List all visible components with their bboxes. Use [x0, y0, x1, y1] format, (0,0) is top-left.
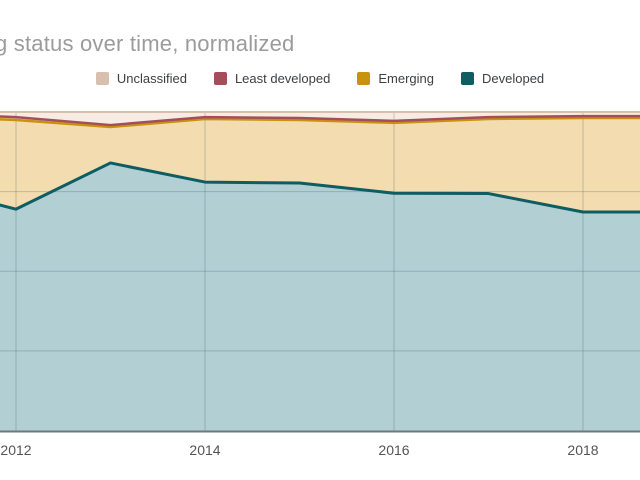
line-developed — [0, 161, 640, 214]
line-least-developed — [0, 114, 640, 127]
legend-swatch-unclassified-icon — [95, 72, 109, 85]
area-developed — [0, 162, 640, 431]
chart-title: g status over time, normalized — [0, 31, 295, 56]
legend-label-unclassified: Unclassified — [116, 71, 187, 86]
line-emerging — [0, 116, 640, 129]
legend-item-emerging[interactable]: Emerging — [357, 71, 434, 86]
legend-item-unclassified[interactable]: Unclassified — [95, 71, 187, 86]
legend-swatch-least-developed-icon — [213, 72, 227, 85]
chart-legend: Unclassified Least developed Emerging De… — [0, 71, 640, 86]
legend-item-developed[interactable]: Developed — [461, 71, 544, 86]
legend-swatch-developed-icon — [461, 72, 474, 85]
legend-label-developed: Developed — [482, 71, 545, 86]
legend-label-least-developed: Least developed — [234, 71, 331, 86]
legend-swatch-emerging-icon — [357, 72, 371, 85]
legend-item-least-developed[interactable]: Least developed — [213, 71, 331, 86]
legend-label-emerging: Emerging — [378, 71, 434, 86]
area-emerging — [0, 118, 640, 213]
